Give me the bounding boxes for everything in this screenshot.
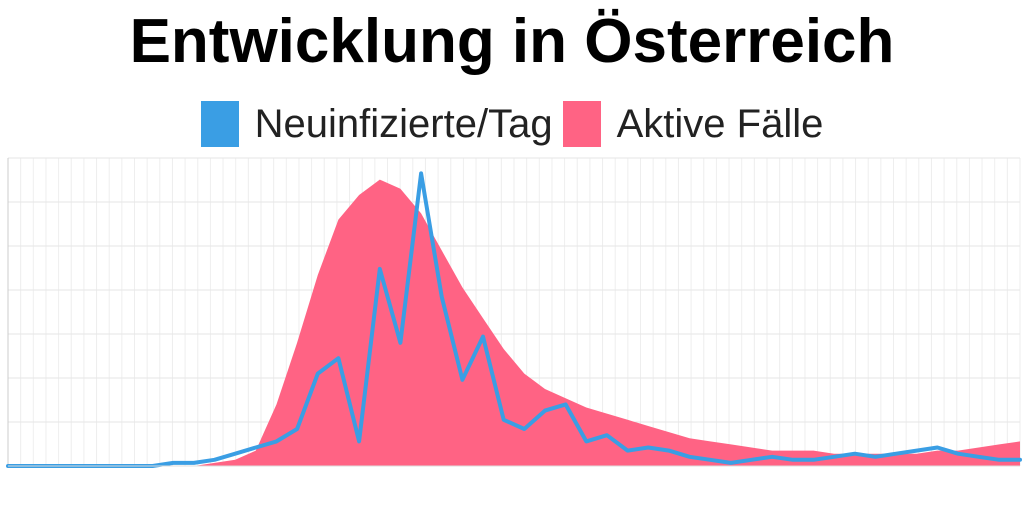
chart-title: Entwicklung in Österreich [129,7,895,76]
series-area-active-cases [8,179,1020,466]
legend-swatch-active-cases [562,101,601,147]
chart-legend: Neuinfizierte/Tag Aktive Fälle [0,100,1024,148]
legend-swatch-new-cases [200,101,239,147]
chart-plot [6,157,1022,468]
legend-item-new-cases[interactable]: Neuinfizierte/Tag [200,100,553,148]
series-line-new-cases [6,171,1022,468]
legend-label-active-cases: Aktive Fälle [616,102,824,146]
legend-item-active-cases[interactable]: Aktive Fälle [562,100,824,148]
legend-label-new-cases: Neuinfizierte/Tag [254,102,553,146]
